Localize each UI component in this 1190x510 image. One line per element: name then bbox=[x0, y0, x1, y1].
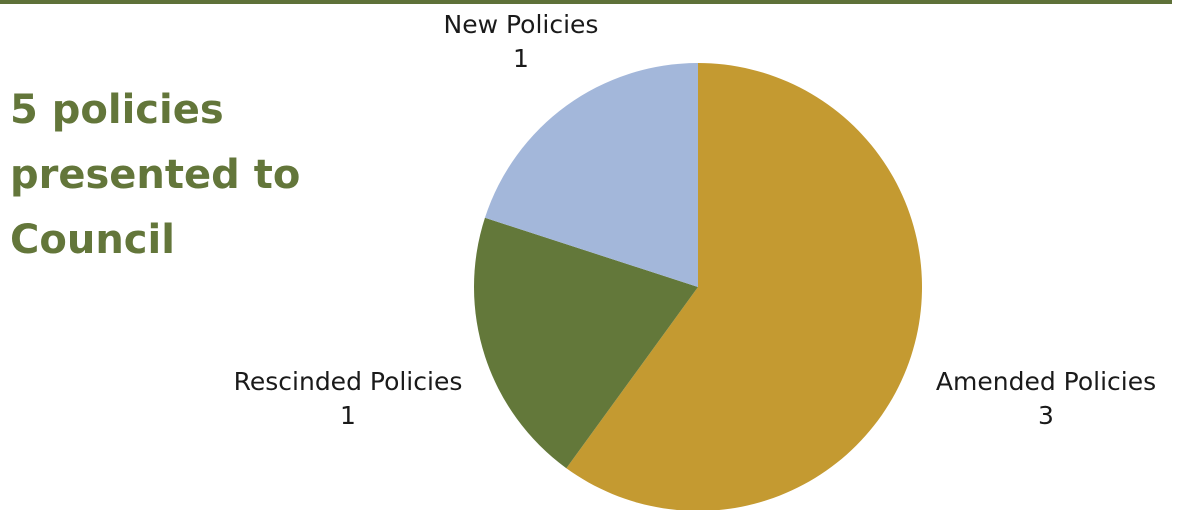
pie-slice-new-policies bbox=[484, 63, 698, 287]
pie-slice-rescinded-policies bbox=[473, 217, 698, 469]
headline-line-2: presented to bbox=[10, 152, 301, 198]
slice-label-name: New Policies bbox=[444, 10, 599, 39]
slice-label-value: 3 bbox=[1038, 401, 1054, 430]
pie-slice-amended-policies bbox=[566, 63, 922, 510]
slice-label-name: Amended Policies bbox=[936, 367, 1156, 396]
headline: 5 policies presented to Council bbox=[10, 78, 370, 273]
pie-slices bbox=[473, 63, 922, 510]
headline-line-3: Council bbox=[10, 217, 175, 263]
slice-label-new-policies: New Policies 1 bbox=[444, 10, 599, 73]
slice-label-amended-policies: Amended Policies 3 bbox=[936, 367, 1156, 430]
slice-label-value: 1 bbox=[513, 44, 529, 73]
slice-label-rescinded-policies: Rescinded Policies 1 bbox=[234, 367, 463, 430]
top-rule bbox=[0, 0, 1172, 4]
slice-label-name: Rescinded Policies bbox=[234, 367, 463, 396]
headline-line-1: 5 policies bbox=[10, 87, 224, 133]
slice-label-value: 1 bbox=[340, 401, 356, 430]
